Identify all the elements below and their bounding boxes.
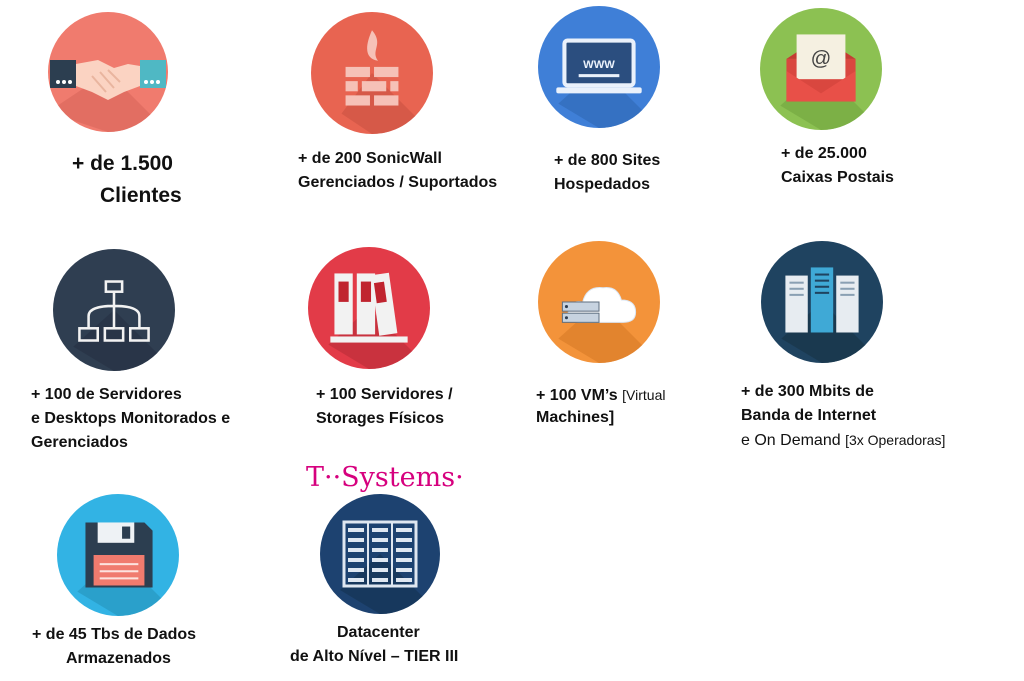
servidores-line2: e Desktops Monitorados e xyxy=(31,410,231,427)
sites-line1: + de 800 Sites xyxy=(554,152,661,169)
floppy-disk-icon xyxy=(77,522,179,616)
network-icon xyxy=(73,280,175,371)
vms-count: + 100 VM’s xyxy=(536,387,618,404)
vms-line2: Machines] xyxy=(536,409,615,426)
storages-circle xyxy=(308,247,430,369)
datacenter-line1: Datacenter xyxy=(337,624,420,641)
clientes-circle xyxy=(48,12,168,132)
books-icon xyxy=(328,272,430,369)
sites-circle: WWW xyxy=(538,6,660,128)
svg-text:WWW: WWW xyxy=(583,59,615,71)
caixas-circle: @ xyxy=(760,8,882,130)
caixas-line1: + de 25.000 xyxy=(781,145,867,162)
banda-line1: + de 300 Mbits de xyxy=(741,383,874,400)
servidores-line1: + 100 de Servidores xyxy=(31,386,182,403)
banda-circle xyxy=(761,241,883,363)
banda-operadoras: [3x Operadoras] xyxy=(845,432,946,448)
sites-line2: Hospedados xyxy=(554,176,651,193)
mail-icon: @ xyxy=(780,34,882,130)
clientes-count: + de 1.500 xyxy=(72,152,173,175)
storages-line2: Storages Físicos xyxy=(316,410,445,427)
servidores-circle xyxy=(53,249,175,371)
tsystems-logo: T··Systems· xyxy=(306,462,464,493)
svg-text:@: @ xyxy=(811,48,832,70)
website-icon: WWW xyxy=(556,38,660,128)
sonicwall-line2: Gerenciados / Suportados xyxy=(298,174,498,191)
vms-circle xyxy=(538,241,660,363)
clientes-label: Clientes xyxy=(100,184,182,207)
caixas-line2: Caixas Postais xyxy=(781,169,894,186)
dados-line1: + de 45 Tbs de Dados xyxy=(32,626,197,643)
dados-line2: Armazenados xyxy=(66,650,171,667)
sonicwall-line1: + de 200 SonicWall xyxy=(298,150,442,167)
storages-line1: + 100 Servidores / xyxy=(316,386,453,403)
dados-circle xyxy=(57,494,179,616)
datacenter-line2: de Alto Nível – TIER III xyxy=(290,648,459,665)
datacenter-circle xyxy=(320,494,440,614)
vms-line1: + 100 VM’s [Virtual xyxy=(536,383,665,408)
vms-note: [Virtual xyxy=(622,387,666,403)
handshake-icon xyxy=(48,60,168,132)
firewall-icon xyxy=(341,30,433,134)
sonicwall-circle xyxy=(311,12,433,134)
datacenter-icon xyxy=(340,520,440,614)
banda-ondemand: e On Demand xyxy=(741,432,841,449)
banda-line2: Banda de Internet xyxy=(741,407,877,424)
cloud-server-icon xyxy=(558,287,660,363)
server-rack-icon xyxy=(781,267,883,363)
servidores-line3: Gerenciados xyxy=(31,434,128,451)
banda-line3: e On Demand [3x Operadoras] xyxy=(741,428,945,453)
